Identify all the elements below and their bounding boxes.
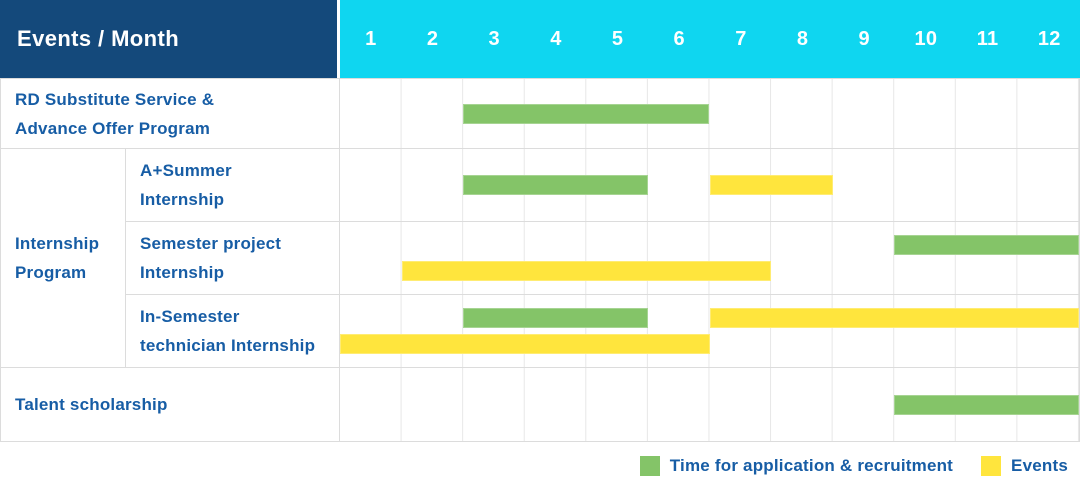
gantt-bar-events: [401, 261, 772, 281]
gantt-bar-application: [463, 308, 648, 328]
row-label-line: technician Internship: [140, 336, 316, 355]
row-chart-talent-scholarship: [340, 368, 1079, 441]
gantt-bar-events: [709, 175, 833, 195]
row-label-line: A+Summer: [140, 161, 232, 180]
group-label-line: Internship: [15, 234, 100, 253]
group-label-line: Program: [15, 263, 87, 282]
row-label-in-semester: In-Semester technician Internship: [126, 295, 340, 367]
legend-swatch-application-icon: [639, 456, 660, 476]
row-chart-rd-substitute: [340, 79, 1079, 148]
row-chart-in-semester: [340, 295, 1079, 367]
row-rd-substitute-service: RD Substitute Service & Advance Offer Pr…: [1, 79, 1079, 149]
row-a-summer-internship: A+Summer Internship: [126, 149, 1079, 222]
row-label-line: Internship: [140, 190, 225, 209]
row-label-a-summer: A+Summer Internship: [126, 149, 340, 221]
legend-label-application: Time for application & recruitment: [669, 456, 954, 475]
month-label: 4: [550, 27, 562, 50]
month-label: 2: [426, 27, 439, 50]
gantt-bar-application: [463, 103, 710, 124]
row-label-talent-scholarship: Talent scholarship: [1, 368, 340, 441]
row-label-line: Advance Offer Program: [15, 118, 211, 138]
legend-label-events: Events: [1011, 456, 1068, 475]
events-month-header-cell: Events / Month: [0, 0, 340, 78]
header-row: Events / Month 1 2 3 4 5 6 7 8 9 10 11 12: [0, 0, 1080, 78]
row-label-line: Internship: [140, 263, 225, 282]
gantt-bar-events: [709, 308, 1079, 328]
month-label: 9: [858, 27, 870, 50]
row-chart-semester-project: [340, 222, 1079, 294]
month-label: 6: [673, 27, 685, 50]
gantt-bar-application: [894, 235, 1079, 255]
row-label-line: RD Substitute Service &: [15, 89, 215, 109]
month-label: 5: [611, 27, 624, 50]
gantt-bar-application: [463, 175, 648, 195]
legend: Time for application & recruitment Event…: [0, 456, 1080, 476]
gantt-bar-application: [894, 394, 1079, 415]
month-label: 10: [914, 27, 938, 50]
month-label: 7: [735, 27, 747, 50]
internship-program-group: Internship Program A+Summer Internship S…: [1, 149, 1079, 368]
month-axis: 1 2 3 4 5 6 7 8 9 10 11 12: [340, 0, 1080, 78]
month-label: 8: [796, 27, 809, 50]
header-title: Events / Month: [17, 26, 180, 51]
row-in-semester-technician-internship: In-Semester technician Internship: [126, 295, 1079, 368]
row-label-rd-substitute: RD Substitute Service & Advance Offer Pr…: [1, 79, 340, 148]
internship-subrows: A+Summer Internship Semester project Int…: [126, 149, 1079, 368]
row-label-line: In-Semester: [140, 307, 240, 326]
gantt-body: RD Substitute Service & Advance Offer Pr…: [0, 78, 1080, 442]
month-label: 11: [976, 27, 999, 50]
row-label-line: Semester project: [140, 234, 282, 253]
row-talent-scholarship: Talent scholarship: [1, 368, 1079, 442]
group-label-internship-program: Internship Program: [1, 149, 126, 368]
month-label: 1: [365, 27, 377, 50]
legend-swatch-events-icon: [981, 456, 1002, 476]
row-semester-project-internship: Semester project Internship: [126, 222, 1079, 295]
month-label: 3: [488, 27, 500, 50]
month-label: 12: [1037, 27, 1061, 50]
gantt-bar-events: [340, 334, 710, 354]
row-label-line: Talent scholarship: [15, 395, 168, 414]
row-chart-a-summer: [340, 149, 1079, 221]
row-label-semester-project: Semester project Internship: [126, 222, 340, 294]
